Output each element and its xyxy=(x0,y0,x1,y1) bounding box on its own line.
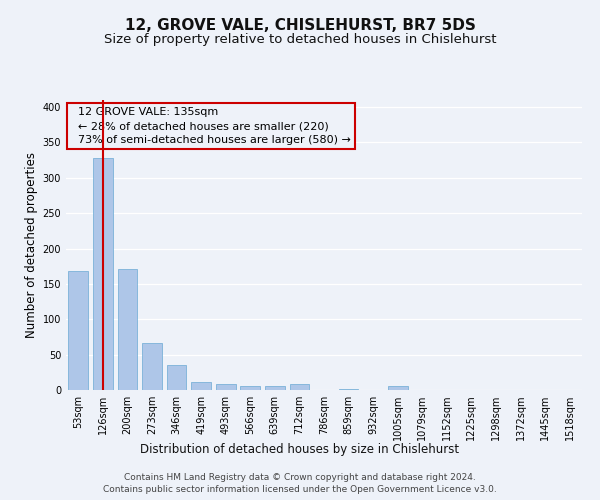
Y-axis label: Number of detached properties: Number of detached properties xyxy=(25,152,38,338)
Bar xyxy=(191,382,211,390)
Bar xyxy=(388,386,407,390)
Text: 12 GROVE VALE: 135sqm
  ← 28% of detached houses are smaller (220)
  73% of semi: 12 GROVE VALE: 135sqm ← 28% of detached … xyxy=(71,108,351,146)
Bar xyxy=(241,386,260,390)
Text: 12, GROVE VALE, CHISLEHURST, BR7 5DS: 12, GROVE VALE, CHISLEHURST, BR7 5DS xyxy=(125,18,475,32)
Bar xyxy=(216,384,236,390)
Bar xyxy=(339,388,358,390)
Bar xyxy=(142,342,162,390)
Bar xyxy=(167,364,187,390)
Text: Contains HM Land Registry data © Crown copyright and database right 2024.: Contains HM Land Registry data © Crown c… xyxy=(124,474,476,482)
Text: Distribution of detached houses by size in Chislehurst: Distribution of detached houses by size … xyxy=(140,442,460,456)
Text: Contains public sector information licensed under the Open Government Licence v3: Contains public sector information licen… xyxy=(103,485,497,494)
Bar xyxy=(118,269,137,390)
Bar xyxy=(93,158,113,390)
Bar xyxy=(290,384,309,390)
Bar xyxy=(265,386,284,390)
Text: Size of property relative to detached houses in Chislehurst: Size of property relative to detached ho… xyxy=(104,32,496,46)
Bar xyxy=(68,271,88,390)
